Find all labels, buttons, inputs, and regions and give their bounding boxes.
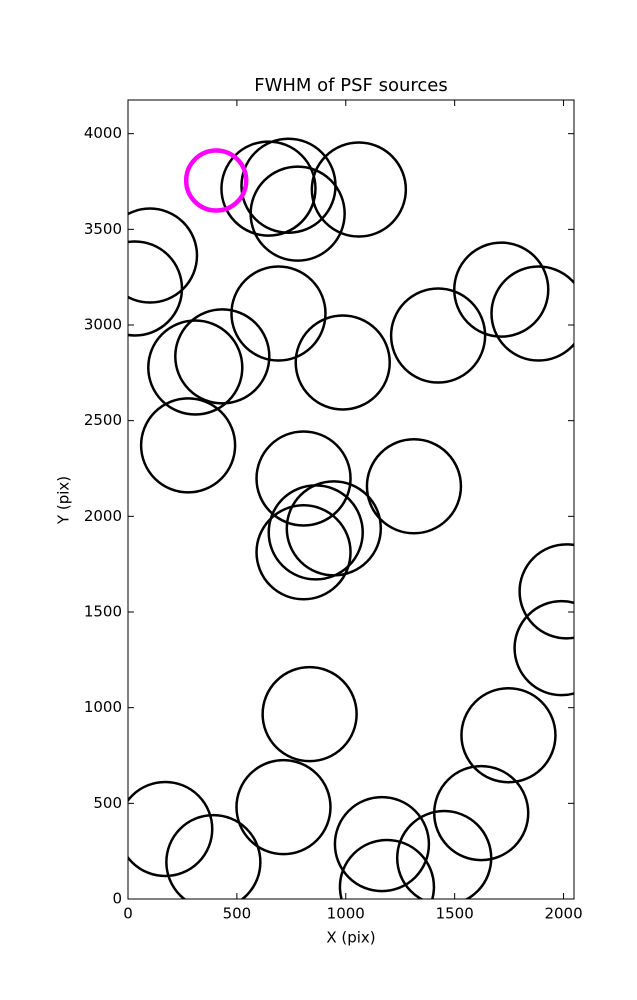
plot-area: [128, 137, 574, 899]
psf-source: [460, 686, 557, 784]
y-axis-label: Y (pix): [55, 476, 73, 525]
psf-source: [285, 480, 383, 577]
psf-source: [333, 795, 431, 893]
psf-source: [518, 543, 574, 640]
psf-source: [261, 665, 358, 763]
psf-source: [249, 165, 346, 262]
psf-source: [395, 809, 493, 899]
psf-source: [310, 141, 408, 238]
y-tick-label: 1500: [84, 603, 122, 621]
psf-source: [513, 599, 574, 697]
psf-source: [365, 438, 463, 535]
psf-source: [165, 813, 262, 899]
psf-source: [255, 430, 352, 527]
x-tick-label: 1500: [436, 905, 474, 923]
psf-source: [220, 140, 317, 237]
psf-source: [453, 241, 550, 338]
y-tick-label: 500: [93, 794, 122, 812]
psf-source: [389, 287, 487, 384]
psf-source: [174, 308, 271, 405]
y-tick-label: 3500: [84, 220, 122, 238]
psf-source: [230, 265, 327, 362]
psf-source: [128, 240, 184, 337]
x-tick-label: 0: [123, 905, 133, 923]
x-tick-label: 500: [223, 905, 252, 923]
psf-source: [338, 838, 436, 899]
psf-source: [267, 484, 364, 581]
y-tick-label: 3000: [84, 316, 122, 334]
psf-source: [294, 314, 391, 411]
psf-source: [255, 504, 352, 601]
psf-source: [235, 758, 332, 856]
x-tick-label: 2000: [544, 905, 582, 923]
y-tick-label: 0: [112, 890, 122, 908]
y-tick-label: 2000: [84, 507, 122, 525]
axes-frame: [127, 99, 575, 900]
psf-source: [128, 207, 199, 304]
y-tick-label: 4000: [84, 124, 122, 142]
y-tick-label: 1000: [84, 698, 122, 716]
highlight-source: [183, 148, 249, 213]
psf-source: [139, 397, 237, 494]
chart-title: FWHM of PSF sources: [254, 75, 448, 96]
psf-source: [147, 319, 244, 416]
psf-source: [490, 265, 574, 362]
y-tick-label: 2500: [84, 411, 122, 429]
psf-source: [432, 764, 530, 862]
psf-source: [128, 780, 214, 878]
x-axis-label: X (pix): [326, 929, 375, 947]
x-tick-label: 1000: [327, 905, 365, 923]
